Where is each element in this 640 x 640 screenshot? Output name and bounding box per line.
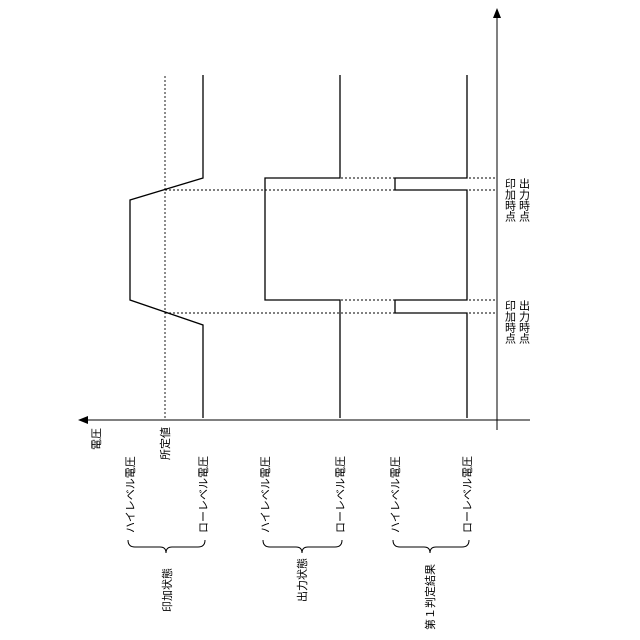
time-label: 出力時点: [518, 177, 531, 223]
axis-label: 電圧: [90, 428, 103, 450]
level-label: 所定値: [158, 427, 172, 460]
level-label: ハイレベル電圧: [124, 456, 137, 533]
signal-name: 印加状態: [160, 568, 174, 612]
timing-lines: [165, 178, 497, 313]
level-labels: ハイレベル電圧 所定値 ローレベル電圧 ハイレベル電圧 ローレベル電圧 ハイレベ…: [124, 427, 474, 533]
level-label: ハイレベル電圧: [389, 456, 402, 533]
time-label: 印加時点: [504, 178, 517, 223]
time-label: 印加時点: [504, 300, 517, 345]
braces: [128, 540, 469, 553]
level-label: ローレベル電圧: [334, 456, 347, 533]
axes: [78, 8, 530, 430]
output-waveform: [265, 75, 340, 418]
level-label: ハイレベル電圧: [259, 456, 272, 533]
diagram: 電圧 印加時点 出力時点 印加時点 出力時点 ハイレベル電圧 所定値 ローレベル…: [0, 0, 640, 640]
level-label: ローレベル電圧: [461, 456, 474, 533]
signal-name: 第１判定結果: [423, 564, 437, 630]
level-label: ローレベル電圧: [197, 456, 210, 533]
time-label: 出力時点: [518, 299, 531, 345]
signal-name: 出力状態: [295, 558, 309, 602]
apply-waveform: [130, 75, 203, 418]
judge-waveform: [395, 75, 467, 418]
